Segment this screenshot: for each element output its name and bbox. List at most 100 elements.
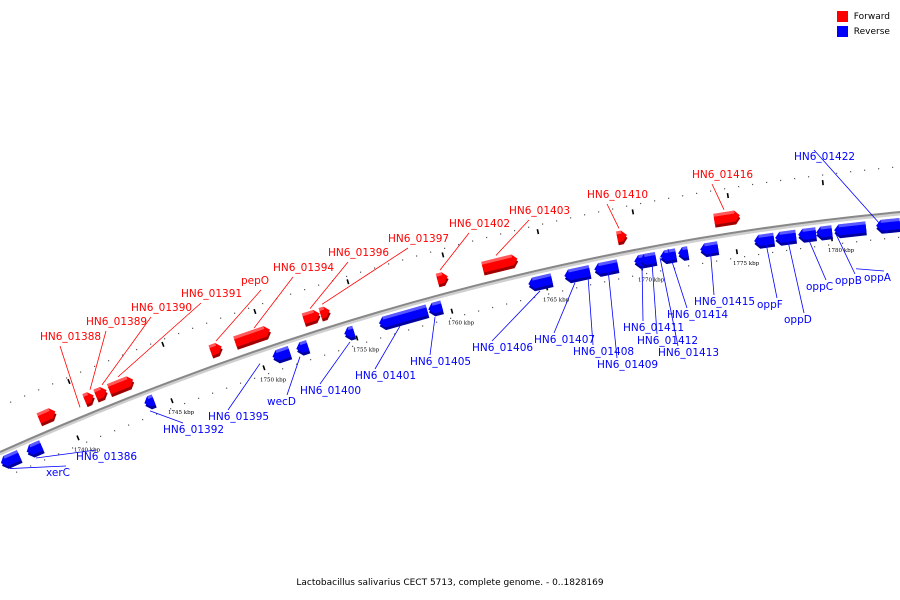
- scale-dot: [388, 263, 390, 265]
- gene-label-HN6_01396[interactable]: HN6_01396: [328, 247, 389, 259]
- scale-dot: [884, 238, 886, 240]
- gene-arrow-HN6_01397[interactable]: [318, 305, 333, 322]
- gene-arrow-HN6_01403[interactable]: [481, 253, 519, 276]
- gene-label-HN6_01405[interactable]: HN6_01405: [410, 356, 471, 368]
- gene-label-oppA[interactable]: oppA: [864, 272, 892, 284]
- gene-arrow-HN6_01408[interactable]: [593, 259, 620, 278]
- gene-arrow-HN6_01401[interactable]: [377, 304, 430, 331]
- scale-tick-label: 1775 kbp: [733, 261, 760, 267]
- scale-dot: [72, 447, 74, 449]
- scale-dot: [590, 284, 592, 286]
- scale-dot: [814, 246, 816, 248]
- gene-label-HN6_01402[interactable]: HN6_01402: [449, 218, 510, 230]
- gene-arrow-oppA[interactable]: [639, 252, 654, 269]
- scale-dot: [234, 312, 236, 314]
- scale-dot: [100, 435, 102, 437]
- gene-arrow-HN6_01394[interactable]: [233, 324, 273, 350]
- scale-tick-mark: [536, 229, 540, 235]
- gene-arrow-HN6_01414[interactable]: [753, 232, 776, 250]
- gene-arrow-HN6_01400[interactable]: [343, 325, 357, 342]
- gene-label-HN6_01401[interactable]: HN6_01401: [355, 370, 416, 382]
- gene-arrow-HN6_01413[interactable]: [699, 241, 720, 258]
- gene-label-HN6_01415[interactable]: HN6_01415: [694, 296, 755, 308]
- gene-label-oppD[interactable]: oppD: [784, 314, 812, 326]
- gene-arrow-HN6_01388[interactable]: [36, 406, 59, 427]
- gene-arrow-HN6_01410[interactable]: [616, 230, 629, 246]
- gene-label-wecD[interactable]: wecD: [267, 396, 296, 408]
- gene-label-HN6_01408[interactable]: HN6_01408: [573, 346, 634, 358]
- scale-dot: [10, 401, 12, 403]
- gene-arrow-pepO[interactable]: [208, 341, 224, 359]
- gene-arrow-HN6_01406[interactable]: [527, 273, 554, 292]
- scale-dot: [618, 278, 620, 280]
- leader-line-HN6_01411: [641, 264, 644, 322]
- gene-arrow-HN6_01392[interactable]: [142, 394, 157, 411]
- scale-dot: [822, 174, 824, 176]
- gene-arrow-HN6_01396[interactable]: [301, 308, 322, 327]
- gene-label-oppB[interactable]: oppB: [835, 275, 862, 287]
- leader-line-pepO: [215, 289, 262, 342]
- gene-label-oppC[interactable]: oppC: [806, 281, 833, 293]
- scale-dot: [626, 205, 628, 207]
- gene-label-HN6_01400[interactable]: HN6_01400: [300, 385, 361, 397]
- gene-arrow-HN6_01415[interactable]: [774, 229, 798, 247]
- gene-label-HN6_01390[interactable]: HN6_01390: [131, 302, 192, 314]
- gene-arrow-oppD[interactable]: [815, 225, 833, 241]
- gene-label-HN6_01416[interactable]: HN6_01416: [692, 169, 753, 181]
- scale-dot: [514, 230, 516, 232]
- scale-dot: [766, 181, 768, 184]
- scale-dot: [640, 202, 642, 205]
- gene-arrow-wecD[interactable]: [295, 340, 311, 357]
- gene-label-pepO[interactable]: pepO: [241, 275, 269, 287]
- scale-tick-mark: [355, 335, 359, 341]
- gene-arrow-oppF[interactable]: [797, 227, 818, 243]
- gene-label-HN6_01388[interactable]: HN6_01388: [40, 331, 101, 343]
- gene-label-oppF[interactable]: oppF: [757, 299, 783, 311]
- scale-dot: [416, 255, 418, 257]
- gene-arrow-oppB[interactable]: [876, 218, 900, 234]
- gene-arrow-HN6_01407[interactable]: [563, 265, 592, 284]
- scale-tick-mark: [346, 279, 350, 285]
- leader-line-HN6_01408: [587, 276, 594, 346]
- scale-dot: [842, 242, 844, 244]
- gene-label-HN6_01386[interactable]: HN6_01386: [76, 451, 137, 463]
- gene-arrow-oppC[interactable]: [833, 221, 867, 239]
- gene-arrow-HN6_01402[interactable]: [435, 271, 450, 288]
- scale-dot: [744, 256, 746, 258]
- gene-label-HN6_01403[interactable]: HN6_01403: [509, 205, 570, 217]
- gene-label-HN6_01395[interactable]: HN6_01395: [208, 411, 269, 423]
- gene-arrow-HN6_01389[interactable]: [82, 390, 97, 408]
- gene-label-HN6_01407[interactable]: HN6_01407: [534, 334, 595, 346]
- gene-arrow-HN6_01390[interactable]: [93, 385, 109, 403]
- gene-label-HN6_01413[interactable]: HN6_01413: [658, 347, 719, 359]
- gene-arrow-HN6_01416[interactable]: [713, 210, 741, 228]
- scale-dot: [394, 333, 396, 335]
- gene-arrow-HN6_01411[interactable]: [659, 248, 678, 265]
- scale-tick-label: 1760 kbp: [448, 321, 475, 327]
- gene-arrow-HN6_01405[interactable]: [427, 300, 444, 318]
- gene-arrow-HN6_01386[interactable]: [24, 440, 45, 459]
- gene-label-HN6_01406[interactable]: HN6_01406: [472, 342, 533, 354]
- gene-arrow-HN6_01412[interactable]: [677, 246, 690, 262]
- gene-arrow-xerC[interactable]: [0, 449, 23, 471]
- gene-label-HN6_01409[interactable]: HN6_01409: [597, 359, 658, 371]
- gene-label-HN6_01412[interactable]: HN6_01412: [637, 335, 698, 347]
- gene-label-HN6_01391[interactable]: HN6_01391: [181, 288, 242, 300]
- gene-label-HN6_01414[interactable]: HN6_01414: [667, 309, 728, 321]
- leader-line-HN6_01391: [117, 302, 202, 378]
- gene-label-HN6_01389[interactable]: HN6_01389: [86, 316, 147, 328]
- scale-dot: [44, 459, 46, 461]
- gene-label-HN6_01422[interactable]: HN6_01422: [794, 151, 855, 163]
- scale-dot: [898, 236, 900, 238]
- scale-dot: [52, 383, 54, 385]
- gene-arrow-HN6_01395[interactable]: [271, 346, 293, 365]
- gene-label-HN6_01397[interactable]: HN6_01397: [388, 233, 449, 245]
- gene-arrow-HN6_01391[interactable]: [106, 374, 136, 398]
- gene-label-HN6_01411[interactable]: HN6_01411: [623, 322, 684, 334]
- gene-label-HN6_01410[interactable]: HN6_01410: [587, 189, 648, 201]
- leader-line-HN6_01394: [253, 276, 294, 329]
- gene-label-HN6_01392[interactable]: HN6_01392: [163, 424, 224, 436]
- gene-label-xerC[interactable]: xerC: [46, 467, 70, 479]
- gene-label-HN6_01394[interactable]: HN6_01394: [273, 262, 334, 274]
